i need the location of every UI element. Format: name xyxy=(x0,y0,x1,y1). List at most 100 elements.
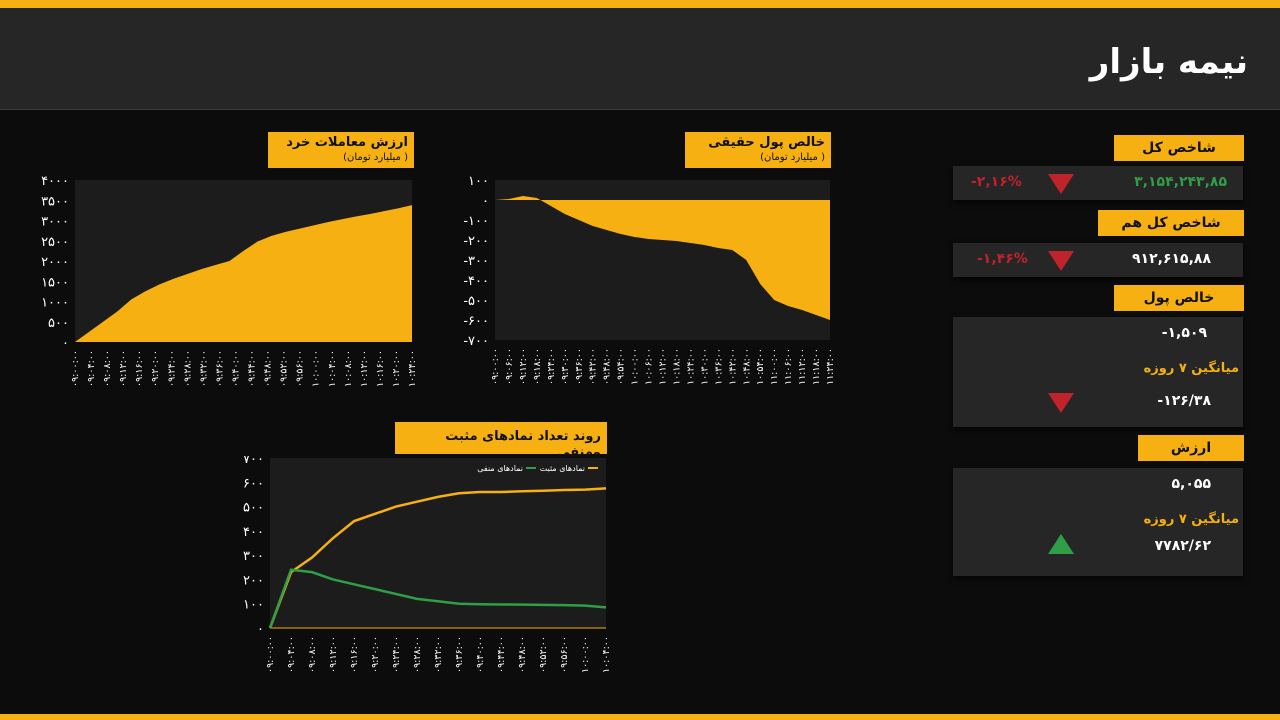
index-total-change: -۲,۱۶% xyxy=(971,174,1022,190)
y-tick-label: ۲۰۰ xyxy=(243,573,264,588)
x-tick-label: ۰۹:۱۸:۰۰ xyxy=(532,348,543,385)
index-equal-value: ۹۱۲,۶۱۵,۸۸ xyxy=(1132,251,1211,267)
x-tick-label: ۱۰:۳۶:۰۰ xyxy=(713,348,724,385)
x-tick-label: ۱۰:۰۴:۰۰ xyxy=(327,350,338,387)
area-series xyxy=(75,205,412,342)
y-tick-label: ۳۰۰۰ xyxy=(41,215,69,230)
chart-title: ارزش معاملات خرد xyxy=(286,135,408,150)
x-tick-label: ۰۹:۳۲:۰۰ xyxy=(433,636,444,673)
arrow-down-icon xyxy=(1048,251,1074,271)
page-title: نیمه بازار xyxy=(1089,42,1248,82)
arrow-up-icon xyxy=(1048,534,1074,554)
y-tick-label: -۴۰۰ xyxy=(463,274,489,289)
y-tick-label: ۰ xyxy=(62,336,69,351)
x-tick-label: ۰۹:۴۴:۰۰ xyxy=(496,636,507,673)
y-tick-label: ۱۰۰ xyxy=(243,598,264,613)
x-tick-label: ۱۰:۰۸:۰۰ xyxy=(343,350,354,387)
x-tick-label: ۰۹:۴۴:۰۰ xyxy=(247,350,258,387)
arrow-down-icon xyxy=(1048,174,1074,194)
x-tick-label: ۰۹:۱۶:۰۰ xyxy=(134,350,145,387)
y-tick-label: ۵۰۰ xyxy=(243,501,264,516)
label-index-equal: شاخص کل هم وزن xyxy=(1098,210,1244,257)
label-net-real-money: خالص پول حقیقی xyxy=(1114,285,1244,332)
x-tick-label: ۱۰:۰۰:۰۰ xyxy=(311,350,322,387)
net-real-money-value: -۱,۵۰۹ xyxy=(1161,325,1207,341)
x-tick-label: ۰۹:۴۸:۰۰ xyxy=(602,348,613,385)
x-tick-label: ۱۰:۰۴:۰۰ xyxy=(601,636,612,673)
x-tick-label: ۰۹:۰۴:۰۰ xyxy=(86,350,97,387)
net-real-money-avg-label: میانگین ۷ روزه xyxy=(1143,361,1239,376)
y-tick-label: -۳۰۰ xyxy=(463,254,489,269)
y-tick-label: ۳۰۰ xyxy=(243,549,264,564)
index-equal-change: -۱,۴۶% xyxy=(977,251,1028,267)
y-tick-label: ۲۰۰۰ xyxy=(41,255,69,270)
x-tick-label: ۰۹:۰۶:۰۰ xyxy=(504,348,515,385)
x-tick-label: ۰۹:۲۸:۰۰ xyxy=(182,350,193,387)
y-tick-label: ۰ xyxy=(257,622,264,637)
x-tick-label: ۰۹:۵۴:۰۰ xyxy=(616,348,627,385)
x-tick-label: ۰۹:۲۴:۰۰ xyxy=(546,348,557,385)
x-tick-label: ۰۹:۲۸:۰۰ xyxy=(412,636,423,673)
series-line xyxy=(268,487,607,629)
x-tick-label: ۰۹:۵۶:۰۰ xyxy=(559,636,570,673)
net-real-money-avg-value: -۱۲۶/۳۸ xyxy=(1157,393,1211,409)
x-tick-label: ۱۰:۲۴:۰۰ xyxy=(407,350,418,387)
x-tick-label: ۰۹:۰۴:۰۰ xyxy=(286,636,297,673)
x-tick-label: ۰۹:۳۶:۰۰ xyxy=(214,350,225,387)
x-tick-label: ۰۹:۴۲:۰۰ xyxy=(588,348,599,385)
x-tick-label: ۰۹:۰۰:۰۰ xyxy=(490,348,501,385)
chart-positive-negative-symbols: ۷۰۰ ۶۰۰ ۵۰۰ ۴۰۰ ۳۰۰ ۲۰۰ ۱۰۰ ۰۰۹:۰۰:۰۰ ۰۹:۰۴:۰۰ ۰۹… xyxy=(243,456,612,673)
chart-title-symbols-trend: روند تعداد نمادهای مثبت ومنفی xyxy=(395,422,607,460)
x-tick-label: ۰۹:۱۲:۰۰ xyxy=(118,350,129,387)
x-tick-label: ۰۹:۲۰:۰۰ xyxy=(150,350,161,387)
top-accent-bar xyxy=(0,0,1280,8)
chart-title-trade-value: ارزش معاملات خرد ( میلیارد تومان) xyxy=(268,132,414,168)
x-tick-label: ۰۹:۴۰:۰۰ xyxy=(230,350,241,387)
x-tick-label: ۰۹:۳۲:۰۰ xyxy=(198,350,209,387)
x-tick-label: ۰۹:۰۸:۰۰ xyxy=(102,350,113,387)
y-tick-label: -۲۰۰ xyxy=(463,234,489,249)
y-tick-label: ۳۵۰۰ xyxy=(41,194,69,209)
panel-net-real-money: -۱,۵۰۹ میانگین ۷ روزه -۱۲۶/۳۸ xyxy=(953,317,1243,427)
arrow-down-icon xyxy=(1048,393,1074,413)
x-tick-label: ۰۹:۵۲:۰۰ xyxy=(538,636,549,673)
y-tick-label: -۶۰۰ xyxy=(463,314,489,329)
x-tick-label: ۱۰:۰۰:۰۰ xyxy=(580,636,591,673)
x-tick-label: ۰۹:۵۲:۰۰ xyxy=(279,350,290,387)
trade-value-avg-value: ۷۷۸۲/۶۲ xyxy=(1154,538,1211,554)
x-tick-label: ۱۱:۱۸:۰۰ xyxy=(811,348,822,385)
x-tick-label: ۱۰:۱۸:۰۰ xyxy=(671,348,682,385)
x-tick-label: ۰۹:۱۶:۰۰ xyxy=(349,636,360,673)
x-tick-label: ۱۰:۲۰:۰۰ xyxy=(391,350,402,387)
y-tick-label: -۱۰۰ xyxy=(463,214,489,229)
legend-label: نمادهای مثبت xyxy=(540,464,585,473)
x-tick-label: ۰۹:۲۰:۰۰ xyxy=(370,636,381,673)
panel-trade-value: ۵,۰۵۵ میانگین ۷ روزه ۷۷۸۲/۶۲ xyxy=(953,468,1243,576)
chart-title: خالص پول حقیقی xyxy=(708,135,825,150)
chart-retail-trade-value: ۴۰۰۰ ۳۵۰۰ ۳۰۰۰ ۲۵۰۰ ۲۰۰۰ ۱۵۰۰ ۱۰۰۰ ۵۰۰ ۰۰۹:۰۰:۰۰… xyxy=(41,174,418,387)
trade-value-avg-label: میانگین ۷ روزه xyxy=(1143,512,1239,527)
x-tick-label: ۱۰:۳۰:۰۰ xyxy=(699,348,710,385)
chart-title: روند تعداد نمادهای مثبت ومنفی xyxy=(445,429,601,460)
x-tick-label: ۰۹:۴۰:۰۰ xyxy=(475,636,486,673)
y-tick-label: ۰ xyxy=(482,194,489,209)
x-tick-label: ۰۹:۴۸:۰۰ xyxy=(263,350,274,387)
x-tick-label: ۱۰:۱۶:۰۰ xyxy=(375,350,386,387)
x-tick-label: ۱۰:۲۴:۰۰ xyxy=(685,348,696,385)
header: نیمه بازار xyxy=(0,8,1280,110)
x-tick-label: ۰۹:۳۶:۰۰ xyxy=(574,348,585,385)
area-series xyxy=(495,196,830,320)
x-tick-label: ۰۹:۰۰:۰۰ xyxy=(265,636,276,673)
y-tick-label: ۴۰۰ xyxy=(243,525,264,540)
x-tick-label: ۰۹:۳۶:۰۰ xyxy=(454,636,465,673)
x-tick-label: ۱۰:۴۸:۰۰ xyxy=(741,348,752,385)
x-tick-label: ۱۰:۰۰:۰۰ xyxy=(630,348,641,385)
x-tick-label: ۱۰:۱۲:۰۰ xyxy=(359,350,370,387)
y-tick-label: ۷۰۰ xyxy=(243,456,264,467)
panel-index-equal: ۹۱۲,۶۱۵,۸۸ -۱,۴۶% xyxy=(953,243,1243,277)
x-tick-label: ۰۹:۲۴:۰۰ xyxy=(166,350,177,387)
x-tick-label: ۰۹:۰۸:۰۰ xyxy=(307,636,318,673)
y-tick-label: ۲۵۰۰ xyxy=(41,235,69,250)
legend-label: نمادهای منفی xyxy=(477,464,523,473)
x-tick-label: ۱۰:۰۶:۰۰ xyxy=(644,348,655,385)
